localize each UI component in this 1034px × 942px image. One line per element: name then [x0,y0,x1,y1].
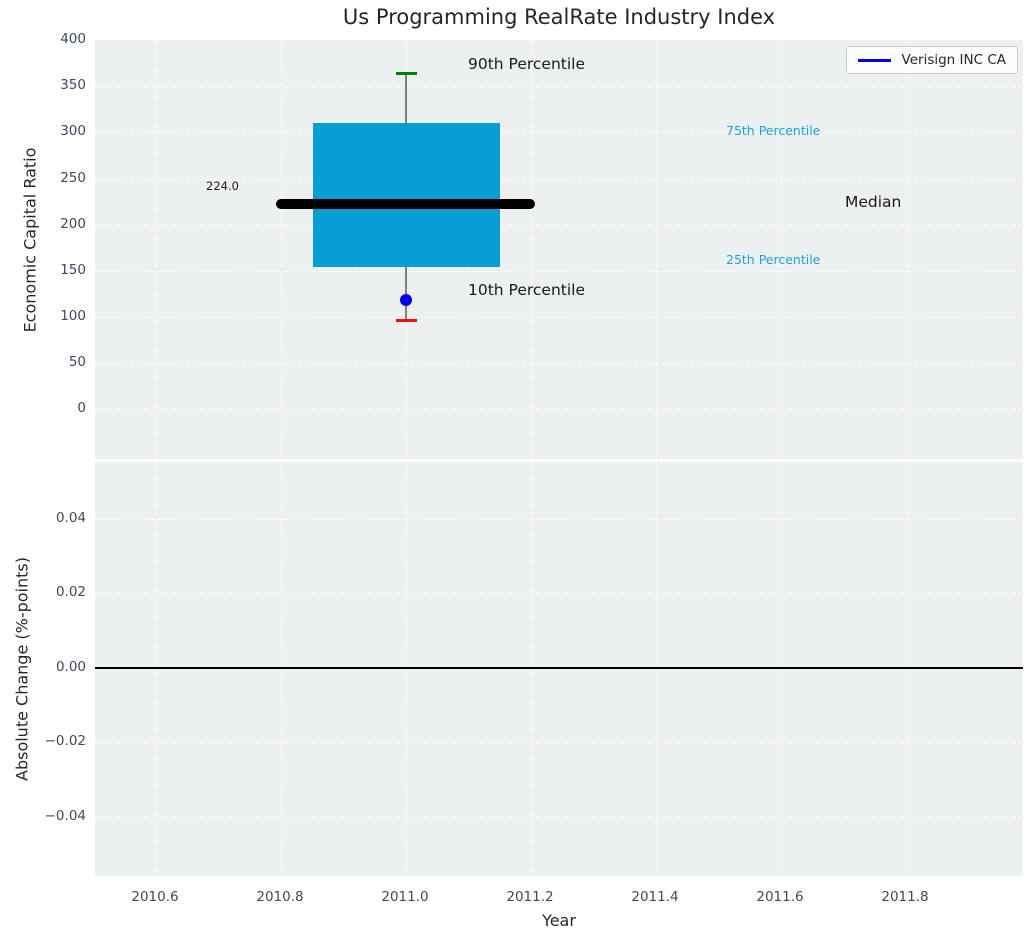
gridline-v [406,462,407,876]
y-tick-label: 0.02 [55,584,86,600]
gridline-v [781,40,782,459]
gridline-v [656,462,657,876]
annotation-median: Median [845,193,902,211]
chart-title: Us Programming RealRate Industry Index [342,5,776,29]
x-tick-label: 2010.8 [256,889,304,905]
legend-line-sample-icon [857,58,891,62]
gridline-v [531,40,532,459]
y-axis-label-bottom: Absolute Change (%-points) [12,557,32,781]
x-tick-label: 2011.2 [506,889,554,905]
gridline-h [95,317,1023,318]
gridline-v [531,462,532,876]
gridline-h [95,86,1023,87]
y-tick-label: 100 [60,308,86,324]
y-axis-label-top: Economic Capital Ratio [20,147,40,333]
y-tick-label: 0.04 [55,510,86,526]
legend: Verisign INC CA [845,46,1018,74]
x-tick-label: 2010.6 [131,889,179,905]
gridline-v [281,462,282,876]
y-tick-label: −0.04 [44,808,86,824]
x-axis-label: Year [542,911,576,930]
x-tick-label: 2011.4 [631,889,679,905]
gridline-v [155,40,156,459]
gridline-v [906,462,907,876]
gridline-h [95,817,1023,818]
gridline-v [781,462,782,876]
gridline-h [95,409,1023,410]
gridline-v [906,40,907,459]
gridline-h [95,742,1023,743]
y-tick-label: 200 [60,216,86,232]
company-marker [400,294,412,306]
legend-label: Verisign INC CA [901,52,1006,68]
y-tick-label: 250 [60,170,86,186]
p10-cap [396,319,417,322]
percentile-box [313,123,500,267]
y-tick-label: 400 [60,31,86,47]
y-tick-label: −0.02 [44,733,86,749]
gridline-h [95,179,1023,180]
annotation-90th-percentile: 90th Percentile [468,55,586,73]
gridline-v [155,462,156,876]
bottom-plot-area [95,462,1023,876]
gridline-h [95,271,1023,272]
y-tick-label: 300 [60,123,86,139]
x-tick-label: 2011.8 [881,889,929,905]
x-tick-label: 2011.6 [756,889,804,905]
annotation-25th-percentile: 25th Percentile [726,252,821,267]
gridline-h [95,225,1023,226]
zero-reference-line [95,667,1023,669]
gridline-h [95,519,1023,520]
x-tick-label: 2011.0 [381,889,429,905]
p90-cap [396,72,417,75]
annotation-75th-percentile: 75th Percentile [726,123,821,138]
y-tick-label: 350 [60,77,86,93]
gridline-h [95,593,1023,594]
y-tick-label: 50 [68,354,86,370]
y-tick-label: 0 [77,400,86,416]
median-line [276,199,535,209]
gridline-h [95,363,1023,364]
gridline-v [656,40,657,459]
top-plot-area: 90th Percentile 75th Percentile Median 2… [95,40,1023,459]
annotation-10th-percentile: 10th Percentile [468,281,586,299]
y-tick-label: 150 [60,262,86,278]
y-tick-label: 0.00 [55,659,86,675]
gridline-v [281,40,282,459]
median-value-label: 224.0 [206,179,239,193]
gridline-h [95,132,1023,133]
